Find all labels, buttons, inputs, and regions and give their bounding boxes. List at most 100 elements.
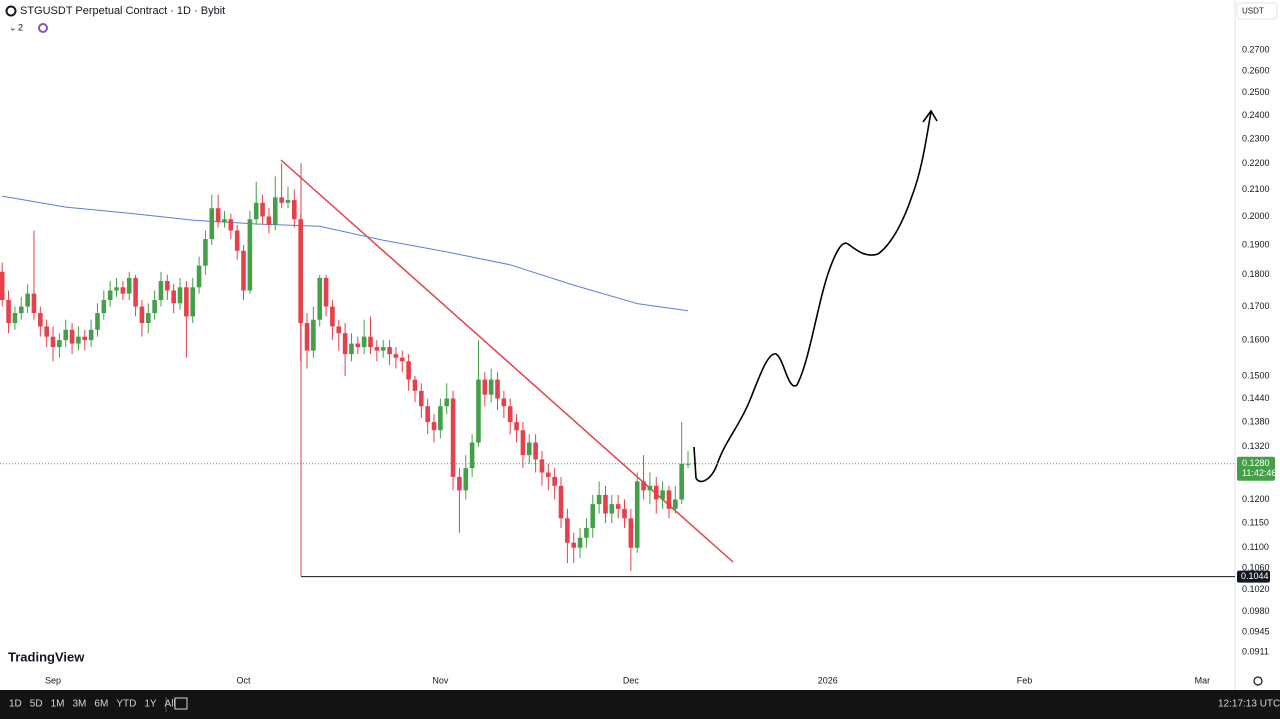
candle-body (488, 379, 494, 395)
forecast-arrowhead (922, 109, 938, 123)
candle-body (584, 527, 589, 538)
candle-body (25, 293, 30, 307)
candle-body (292, 200, 297, 220)
candle-body (145, 313, 151, 324)
last-price-box (1237, 456, 1275, 481)
range-button[interactable]: 3M (73, 699, 87, 710)
candle-body (641, 481, 646, 491)
settings-icon[interactable] (1253, 676, 1263, 686)
y-tick-label: 0.1060 (1242, 563, 1270, 573)
y-tick-label: 0.1100 (1242, 542, 1269, 552)
candle-body (228, 219, 234, 231)
x-tick-label: Mar (1195, 675, 1211, 685)
candle-body (406, 361, 411, 380)
candle-body (387, 347, 392, 355)
candle-body (0, 271, 5, 301)
candle-body (552, 476, 557, 486)
y-tick-label: 0.2600 (1242, 65, 1270, 75)
range-button[interactable]: 6M (94, 699, 108, 710)
candle-body (311, 319, 316, 351)
candle-body (114, 287, 119, 291)
candle-body (215, 208, 221, 223)
candle-body (298, 219, 303, 324)
candle-body (495, 379, 500, 399)
candle-body (120, 287, 126, 294)
range-button[interactable]: All (165, 699, 176, 710)
candle-body (272, 197, 278, 225)
candle-body (679, 463, 684, 500)
range-button[interactable]: 1M (51, 699, 65, 710)
candle-body (158, 281, 164, 301)
range-button[interactable]: 5D (30, 699, 43, 710)
candle-body (139, 306, 145, 324)
candle-body (577, 537, 583, 548)
currency-button[interactable] (1236, 2, 1278, 20)
x-tick-label: Feb (1017, 675, 1033, 685)
candle-body (203, 239, 208, 266)
candle-body (666, 490, 672, 509)
range-button[interactable]: YTD (116, 699, 136, 710)
date-range-icon[interactable] (174, 697, 188, 710)
candle-body (152, 300, 157, 314)
candle-body (685, 463, 691, 465)
indicator-icon (38, 23, 48, 33)
candle-body (184, 287, 189, 317)
candle-body (425, 406, 430, 423)
candle-body (482, 379, 488, 395)
y-tick-label: 0.1320 (1242, 441, 1270, 451)
candle-body (361, 336, 367, 348)
candle-body (190, 287, 196, 317)
hline-label: 0.1044 (1241, 571, 1269, 581)
symbol-icon (5, 5, 17, 17)
candle-body (285, 200, 291, 203)
candle-body (177, 287, 183, 304)
candle-body (50, 336, 56, 348)
last-price-label: 0.1280 (1242, 458, 1270, 468)
candle-body (133, 277, 138, 307)
candle-body (266, 216, 272, 225)
candle-body (476, 379, 481, 443)
collapse-indicator[interactable]: ⌄ (9, 22, 17, 32)
candle-body (76, 336, 81, 344)
candle-body (419, 390, 424, 407)
y-tick-label: 0.0945 (1242, 626, 1270, 636)
candle-body (165, 281, 170, 291)
candle-body (380, 347, 386, 351)
candle-body (431, 422, 437, 431)
range-button[interactable]: 1D (9, 699, 22, 710)
candle-body (279, 197, 284, 203)
candle-body (368, 336, 373, 348)
countdown: 11:42:46 (1242, 468, 1276, 478)
candle-body (571, 542, 577, 548)
candle-body (126, 277, 132, 294)
candle-body (501, 398, 507, 407)
clock: 12:17:13 UTC (1218, 699, 1280, 710)
candle-body (628, 518, 634, 548)
hline-label-box (1237, 570, 1270, 583)
candle-body (209, 208, 215, 240)
indicator-count[interactable]: 2 (18, 22, 23, 32)
brand-logo: TradingView (8, 649, 85, 664)
candle-body (450, 398, 456, 477)
candle-body (38, 313, 43, 327)
y-tick-label: 0.0980 (1242, 606, 1270, 616)
y-tick-label: 0.1200 (1242, 494, 1270, 504)
y-tick-label: 0.1150 (1242, 517, 1269, 527)
candle-body (653, 485, 659, 500)
candle-body (546, 472, 551, 477)
candle-body (634, 481, 640, 548)
y-tick-label: 0.2500 (1242, 87, 1270, 97)
candle-body (355, 343, 361, 348)
range-button[interactable]: 1Y (144, 699, 157, 710)
x-tick-label: Oct (237, 675, 252, 685)
x-tick-label: Nov (432, 675, 449, 685)
y-tick-label: 0.1020 (1242, 584, 1270, 594)
candle-body (412, 379, 418, 391)
candle-body (520, 430, 526, 456)
candle-body (317, 277, 323, 320)
candle-body (660, 490, 665, 500)
candle-body (399, 357, 405, 362)
candle-body (241, 250, 246, 291)
candle-body (514, 422, 519, 431)
candle-body (533, 442, 538, 460)
